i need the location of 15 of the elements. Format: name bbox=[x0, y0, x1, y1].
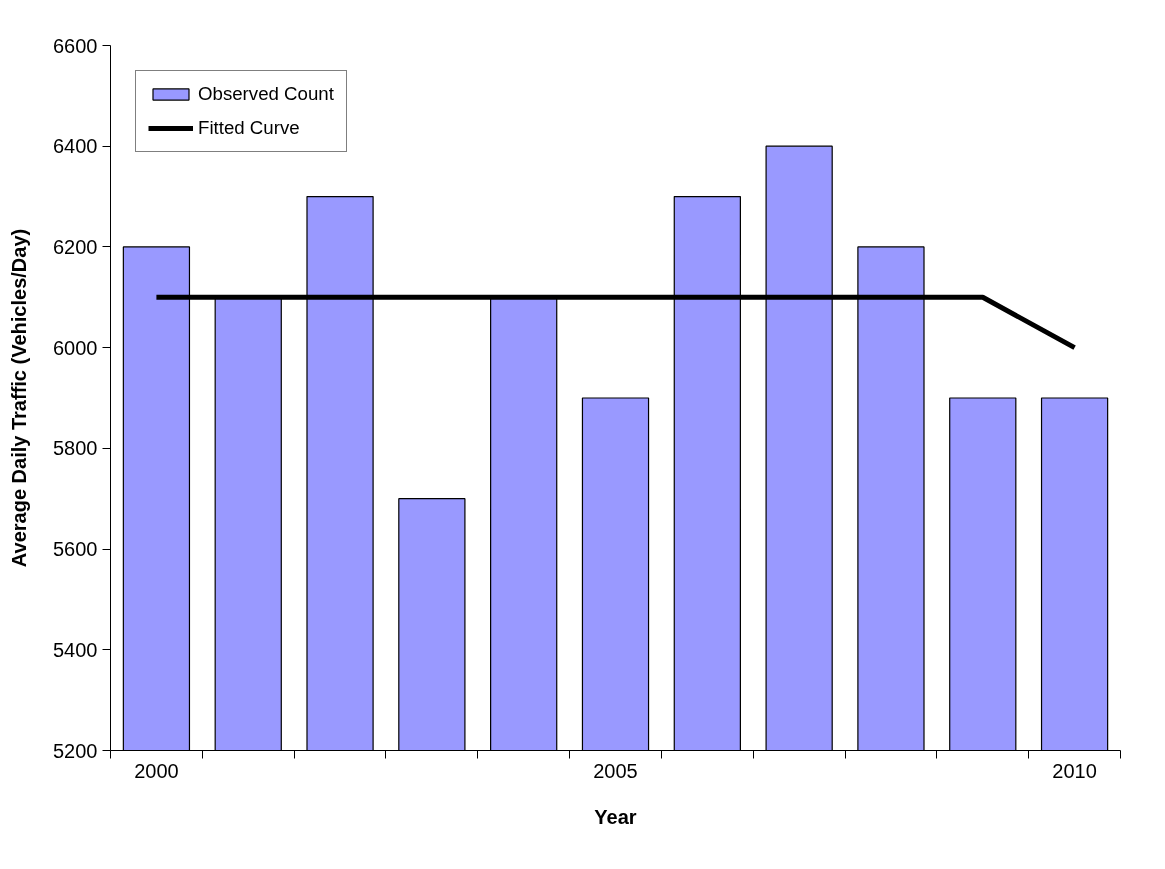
legend-label: Fitted Curve bbox=[198, 117, 300, 139]
legend-label: Observed Count bbox=[198, 83, 334, 105]
y-tick-label: 6000 bbox=[53, 336, 98, 359]
y-tick-label: 5800 bbox=[53, 437, 98, 460]
x-tick-label: 2005 bbox=[593, 759, 638, 782]
y-tick-label: 6400 bbox=[53, 135, 98, 158]
y-tick-label: 5400 bbox=[53, 638, 98, 661]
x-tick-label: 2000 bbox=[134, 759, 179, 782]
x-axis-title: Year bbox=[594, 805, 637, 828]
y-tick-label: 6600 bbox=[53, 34, 98, 57]
y-tick-label: 5600 bbox=[53, 538, 98, 561]
y-tick-label: 6200 bbox=[53, 235, 98, 258]
x-tick-label: 2010 bbox=[1052, 759, 1097, 782]
y-tick-label: 5200 bbox=[53, 739, 98, 762]
y-axis-title: Average Daily Traffic (Vehicles/Day) bbox=[8, 228, 31, 568]
